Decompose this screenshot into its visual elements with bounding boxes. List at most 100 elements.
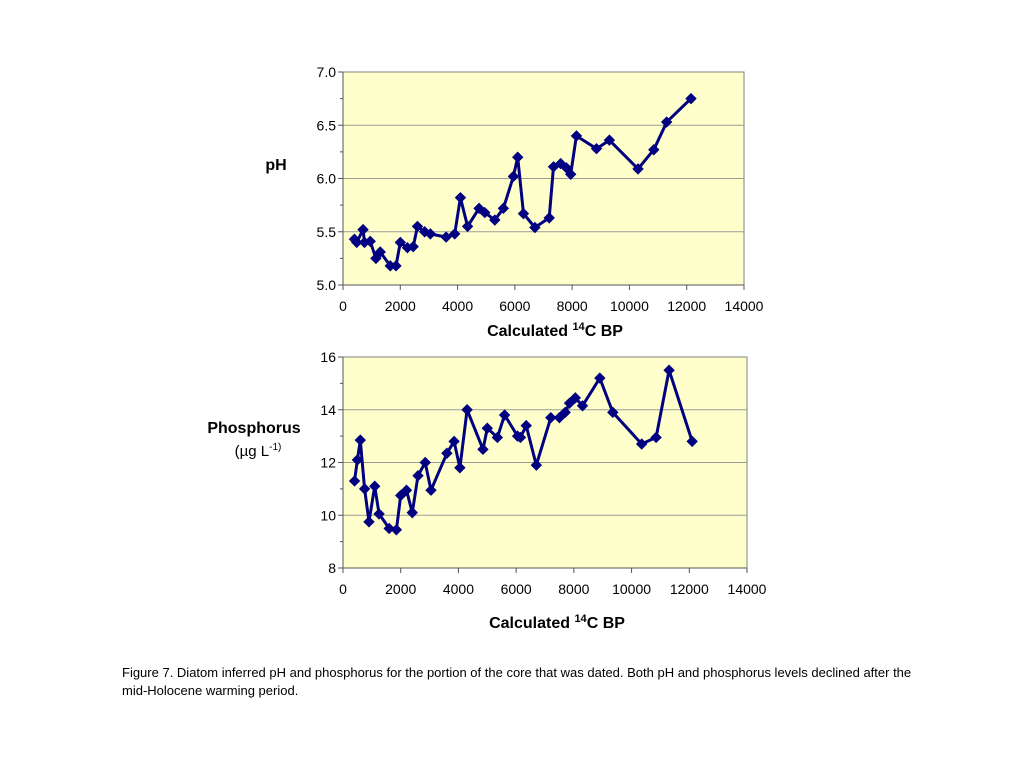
phosphorus-data-point [520,419,532,432]
ph-y-axis-title: pH [265,157,286,174]
ph-data-point [479,206,491,219]
ph-data-point [565,168,577,180]
phosphorus-data-point [594,372,606,384]
phosphorus-x-axis-title-pre: Calculated [489,615,574,632]
ph-data-point [648,144,660,156]
phosphorus-y-tick-label: 16 [320,349,336,365]
phosphorus-data-point [348,475,361,487]
ph-x-tick-label: 8000 [557,298,588,314]
ph-data-point [517,207,530,220]
phosphorus-data-point [530,459,543,471]
ph-data-point [461,220,474,233]
phosphorus-data-point [383,522,395,535]
phosphorus-data-point [545,411,557,424]
phosphorus-data-point [635,438,648,450]
phosphorus-x-tick-label: 6000 [501,581,532,597]
phosphorus-y-tick-label: 8 [328,560,336,576]
phosphorus-series [348,364,698,536]
phosphorus-data-point [650,431,662,444]
ph-x-tick-label: 6000 [499,298,530,314]
ph-data-point [570,130,583,142]
phosphorus-y-axis-units: (µg L-1) [235,442,282,460]
phosphorus-data-point [354,434,367,446]
ph-data-point [603,134,616,146]
phosphorus-y-tick-label: 14 [320,402,336,418]
ph-x-axis-title-pre: Calculated [487,323,572,340]
phosphorus-x-axis-title-sup: 14 [574,613,587,625]
phosphorus-data-point [400,484,413,496]
ph-data-point [512,151,524,163]
ph-x-axis-title-post: C BP [585,323,624,340]
phosphorus-data-point [576,400,589,412]
phosphorus-data-point [425,484,437,496]
ph-data-point [489,214,501,226]
ph-data-point [454,191,467,204]
ph-y-tick-label: 5.0 [317,277,337,293]
ph-data-point [390,260,402,272]
ph-y-tick-label: 5.5 [317,224,337,240]
ph-data-point [440,231,452,243]
phosphorus-x-tick-label: 4000 [443,581,474,597]
phosphorus-x-tick-label: 8000 [558,581,589,597]
phosphorus-x-tick-label: 10000 [612,581,651,597]
phosphorus-data-point [607,406,619,419]
ph-data-point [449,228,461,240]
phosphorus-data-point [461,404,473,416]
ph-x-axis-title: Calculated 14C BP [487,321,623,340]
ph-x-tick-label: 0 [339,298,347,314]
phosphorus-x-axis-title: Calculated 14C BP [489,613,625,632]
phosphorus-y-axis-title: Phosphorus [207,420,300,437]
phosphorus-data-point [448,435,460,448]
phosphorus-y-tick-label: 10 [320,507,336,523]
phosphorus-data-point [351,454,364,466]
ph-data-point [374,246,386,258]
ph-series [348,92,697,272]
phosphorus-units-sup: -1) [269,442,281,453]
phosphorus-data-point [559,406,571,419]
phosphorus-data-point [477,443,489,456]
ph-data-point [497,202,510,215]
ph-data-point [543,212,555,224]
phosphorus-x-tick-label: 2000 [385,581,416,597]
ph-data-point [411,220,424,233]
ph-y-tick-label: 6.0 [317,171,337,187]
figure-caption: Figure 7. Diatom inferred pH and phospho… [122,665,912,698]
phosphorus-data-point [369,480,381,492]
phosphorus-data-point [373,508,385,520]
ph-x-tick-label: 2000 [385,298,416,314]
ph-gridlines [343,124,744,233]
phosphorus-units-base: (µg L [235,443,270,460]
phosphorus-x-tick-label: 0 [339,581,347,597]
phosphorus-data-point [412,469,424,482]
ph-data-point [590,142,603,155]
phosphorus-data-point [390,524,403,536]
phosphorus-data-point [563,397,576,409]
ph-chart: 5.0 5.5 6.0 6.5 7.0 0 2000 4000 6000 8000 10000 12… [265,64,763,340]
ph-x-tick-label: 14000 [725,298,764,314]
ph-data-point [351,236,363,249]
phosphorus-y-tick-label: 12 [320,455,336,471]
phosphorus-x-tick-label: 14000 [728,581,767,597]
phosphorus-data-point [454,462,466,474]
ph-data-point [632,163,644,175]
phosphorus-data-point [569,392,582,404]
phosphorus-data-point [498,409,511,421]
ph-x-tick-label: 4000 [442,298,473,314]
ph-data-point [685,92,697,105]
phosphorus-y-axis: 8 10 12 14 16 [320,349,344,576]
ph-y-axis: 5.0 5.5 6.0 6.5 7.0 [317,64,344,293]
ph-data-point [394,236,406,249]
phosphorus-data-point [441,447,453,459]
phosphorus-x-axis-title-post: C BP [587,615,626,632]
phosphorus-x-tick-label: 12000 [670,581,709,597]
phosphorus-x-axis: 0 2000 4000 6000 8000 10000 12000 14000 [339,567,767,597]
ph-x-axis: 0 2000 4000 6000 8000 10000 12000 14000 [339,284,764,314]
phosphorus-data-point [553,411,566,424]
ph-data-point [407,240,419,253]
phosphorus-data-point [686,435,698,448]
phosphorus-data-point [363,516,375,528]
ph-x-tick-label: 12000 [667,298,706,314]
ph-x-tick-label: 10000 [610,298,649,314]
ph-data-point [660,116,673,128]
